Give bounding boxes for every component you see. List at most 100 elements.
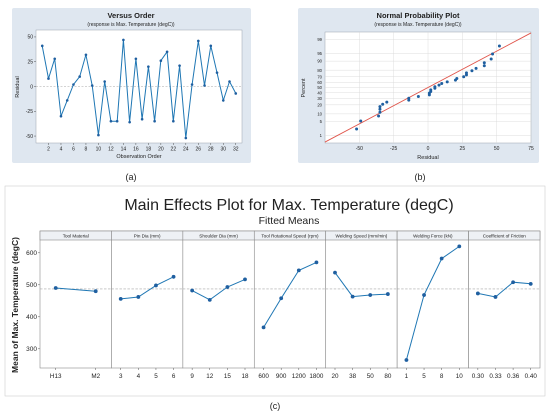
versus-order-ylabel: Residual [15, 76, 21, 97]
main-effects-panel-title: Coefficient of Friction [483, 233, 527, 238]
versus-order-point [153, 119, 156, 123]
normal-probability-ytick-label: 90 [317, 59, 322, 64]
versus-order-title: Versus Order [107, 11, 154, 20]
versus-order-point [178, 64, 181, 67]
main-effects-xtick-label: 9 [190, 373, 194, 380]
main-effects-xtick-label: 1200 [292, 373, 307, 380]
main-effects-xtick-label: 600 [258, 373, 269, 380]
versus-order-point [128, 120, 131, 124]
main-effects-xtick-label: 0.30 [472, 373, 485, 380]
versus-order-ytick-label: -25 [26, 109, 33, 115]
normal-probability-xtick-label: 75 [528, 146, 534, 152]
normal-probability-point [378, 105, 382, 109]
normal-probability-point [377, 114, 381, 118]
main-effects-point [422, 293, 426, 297]
main-effects-xtick-label: 5 [154, 373, 158, 380]
normal-probability-point [482, 64, 486, 68]
normal-probability-point [497, 44, 501, 48]
versus-order-point [172, 119, 175, 123]
normal-probability-ytick-label: 99 [317, 37, 322, 42]
versus-order-point [40, 44, 44, 48]
main-effects-point [279, 296, 284, 301]
normal-probability-ytick-label: 60 [317, 80, 322, 85]
versus-order-xtick-label: 28 [208, 147, 214, 153]
versus-order-point [90, 84, 94, 87]
main-effects-point [243, 277, 247, 282]
versus-order-xtick-label: 12 [108, 147, 114, 153]
versus-order-point [53, 57, 57, 61]
normal-probability-ytick-label: 5 [320, 119, 323, 124]
main-effects-xtick-label: 8 [440, 373, 444, 380]
normal-probability-chart: Normal Probability Plot (response is Max… [298, 8, 539, 163]
main-effects-panel-title: Welding Speed (mm/min) [336, 233, 388, 238]
versus-order-xtick-label: 32 [233, 147, 239, 153]
normal-probability-ytick-label: 30 [317, 96, 322, 101]
versus-order-ytick-label: 0 [30, 84, 33, 90]
versus-order-point [134, 57, 138, 61]
main-effects-panel-box [468, 230, 541, 369]
versus-order-series-line [41, 39, 237, 139]
main-effects-subtitle: Fitted Means [259, 215, 320, 227]
versus-order-ytick-label: -50 [26, 134, 33, 140]
main-effects-panel-title: Pin Dia (mm) [134, 233, 161, 238]
normal-probability-point [433, 85, 437, 89]
normal-probability-ylabel: Percent [301, 78, 307, 97]
main-effects-point [404, 358, 409, 362]
versus-order-point [72, 83, 75, 86]
main-effects-point [93, 289, 98, 294]
normal-probability-ytick-label: 20 [317, 102, 322, 107]
main-effects-panel: Pin Dia (mm) 3 4 5 6 [111, 230, 184, 380]
normal-probability-xlabel: Residual [417, 155, 438, 161]
main-effects-panel-title: Tool Rotational Speed (rpm) [261, 233, 319, 238]
normal-probability-point [462, 75, 466, 79]
normal-probability-xtick-label: 0 [427, 146, 430, 152]
main-effects-ylabel: Mean of Max. Temperature (degC) [10, 237, 20, 373]
versus-order-xtick-label: 22 [171, 147, 177, 153]
normal-probability-point [378, 110, 382, 114]
versus-order-xtick-label: 20 [158, 147, 164, 153]
main-effects-point [296, 268, 301, 273]
versus-order-point [103, 80, 106, 83]
versus-order-point [140, 117, 144, 121]
versus-order-xtick-label: 26 [196, 147, 202, 153]
normal-probability-point [416, 95, 420, 99]
main-effects-series-line [263, 261, 317, 328]
versus-order-xtick-label: 30 [220, 147, 226, 153]
main-effects-xtick-label: 6 [172, 373, 176, 380]
main-effects-panel: Coefficient of Friction 0.30 0.33 0.36 0.40 [468, 230, 541, 380]
main-effects-xtick-label: 10 [456, 373, 464, 380]
main-effects-xtick-label: 900 [276, 373, 287, 380]
main-effects-series-line [191, 278, 246, 301]
main-effects-xtick-label: M2 [91, 373, 100, 380]
main-effects-point [118, 296, 123, 301]
normal-probability-point [455, 76, 459, 80]
main-effects-chart: Main Effects Plot for Max. Temperature (… [4, 185, 546, 397]
main-effects-xtick-label: 20 [331, 373, 339, 380]
main-effects-point [207, 297, 212, 302]
main-effects-xtick-label: 15 [224, 373, 232, 380]
main-effects-series-line [55, 287, 96, 292]
normal-probability-ytick-label: 80 [317, 68, 322, 73]
normal-probability-point [491, 52, 495, 56]
normal-probability-fit-line [324, 32, 532, 143]
main-effects-xtick-label: 12 [206, 373, 214, 380]
normal-probability-point [381, 102, 385, 106]
main-effects-point [511, 280, 515, 285]
main-effects-panel-box [182, 230, 255, 369]
main-effects-point [493, 295, 498, 299]
main-effects-xtick-label: 0.40 [525, 373, 538, 380]
main-effects-ytick-label: 300 [26, 346, 37, 353]
main-effects-ytick-label: 500 [26, 282, 37, 289]
main-effects-series-line [405, 245, 460, 361]
versus-order-subtitle: (response is Max. Temperature (degC)) [87, 22, 174, 28]
main-effects-xtick-label: 1800 [309, 373, 324, 380]
main-effects-series-line [120, 276, 174, 300]
normal-probability-xtick-label: -25 [390, 146, 397, 152]
versus-order-xtick-label: 24 [183, 147, 189, 153]
normal-probability-xtick-label: 25 [460, 146, 466, 152]
main-effects-point [528, 281, 533, 286]
main-effects-point [350, 294, 355, 299]
main-effects-xtick-label: 5 [422, 373, 426, 380]
main-effects-panel: Shoulder Dia (mm) 9 12 15 18 [182, 230, 255, 380]
